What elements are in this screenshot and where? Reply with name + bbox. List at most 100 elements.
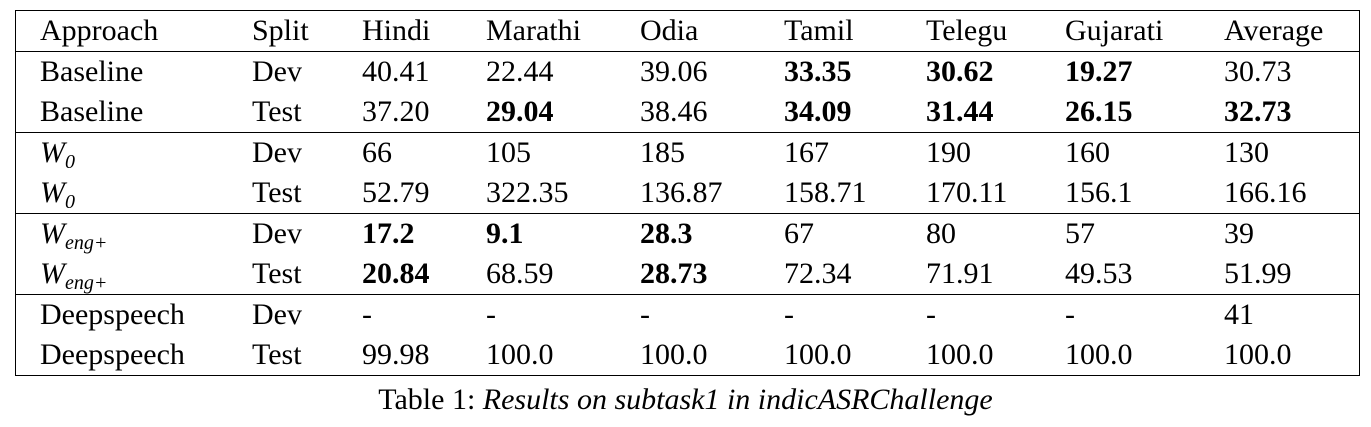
header-average: Average	[1200, 10, 1360, 52]
approach-math: Weng+	[40, 217, 107, 253]
cell-split: Dev	[228, 294, 338, 335]
cell-value: 57	[1041, 213, 1200, 254]
cell-value: 100.0	[640, 338, 708, 371]
cell-split: Test	[252, 257, 302, 290]
header-approach: Approach	[15, 10, 228, 52]
table-body: Baseline Dev 40.41 22.44 39.06 33.35 30.62 19.2…	[15, 52, 1360, 376]
cell-value: 51.99	[1224, 257, 1292, 290]
cell-value: -	[616, 294, 760, 335]
cell-value: 17.2	[338, 213, 462, 254]
cell-value: 38.46	[640, 95, 708, 128]
table-row: Deepspeech Dev - - - - - -41	[15, 294, 1360, 335]
cell-value: 72.34	[784, 257, 852, 290]
cell-value: 170.11	[926, 176, 1008, 209]
header-split: Split	[228, 10, 338, 52]
approach-subscript: eng+	[65, 232, 108, 254]
header-gujarati: Gujarati	[1041, 10, 1200, 52]
cell-approach: Weng+	[15, 213, 228, 254]
cell-value: 156.1	[1065, 176, 1133, 209]
cell-value: 26.15	[1065, 95, 1133, 128]
approach-subscript: 0	[65, 191, 75, 213]
table-row: Weng+ Test 20.84 68.59 28.73 72.34 71.91 49.53 5…	[16, 254, 1360, 295]
cell-value: 40.41	[362, 55, 430, 88]
cell-split: Dev	[228, 132, 338, 173]
cell-value: 52.79	[362, 176, 430, 209]
cell-value: 68.59	[486, 257, 554, 290]
approach-subscript: 0	[65, 151, 75, 173]
header-row: Approach Split Hindi Marathi Odia Tamil …	[15, 10, 1360, 52]
cell-approach: Deepspeech	[40, 338, 185, 371]
cell-approach: Baseline	[40, 55, 144, 88]
cell-value: 100.0	[784, 338, 852, 371]
cell-value: 19.27	[1065, 55, 1133, 88]
cell-value: 158.71	[784, 176, 867, 209]
results-table: Approach Split Hindi Marathi Odia Tamil …	[15, 10, 1360, 376]
cell-value: 39	[1200, 213, 1360, 254]
cell-value: 190	[902, 132, 1041, 173]
approach-symbol: W	[40, 136, 65, 169]
cell-value: 20.84	[362, 257, 430, 290]
cell-value: 41	[1200, 294, 1360, 335]
cell-value: 160	[1041, 132, 1200, 173]
cell-value: 100.0	[1224, 338, 1292, 371]
cell-value: -	[902, 294, 1041, 335]
cell-value: 39.06	[640, 55, 708, 88]
cell-approach: W0	[15, 132, 228, 173]
cell-value: -	[338, 294, 462, 335]
cell-approach: W0	[16, 173, 229, 214]
approach-math: W0	[40, 176, 75, 212]
cell-value: 33.35	[784, 55, 852, 88]
cell-value: 31.44	[926, 95, 994, 128]
cell-value: 28.3	[616, 213, 760, 254]
cell-value: 34.09	[784, 95, 852, 128]
cell-approach: Baseline	[40, 95, 144, 128]
header-hindi: Hindi	[338, 10, 462, 52]
cell-split: Test	[252, 176, 302, 209]
cell-approach: Weng+	[16, 254, 229, 295]
cell-value: 130	[1200, 132, 1360, 173]
approach-symbol: W	[40, 217, 65, 250]
cell-value: 29.04	[486, 95, 554, 128]
cell-value: 66	[338, 132, 462, 173]
cell-split: Dev	[228, 213, 338, 254]
cell-value: 71.91	[926, 257, 994, 290]
approach-math: W0	[40, 136, 75, 172]
cell-value: 105	[462, 132, 616, 173]
caption-label: Table 1:	[378, 383, 476, 416]
cell-value: 136.87	[640, 176, 723, 209]
cell-value: 167	[760, 132, 902, 173]
table-row: W0 Test 52.79 322.35 136.87 158.71 170.11 156.1…	[16, 173, 1360, 214]
header-tamil: Tamil	[760, 10, 902, 52]
table-row: Baseline Test 37.20 29.04 38.46 34.09 31.44 26.…	[16, 92, 1360, 133]
cell-split: Test	[252, 95, 302, 128]
cell-value: 67	[760, 213, 902, 254]
cell-value: 322.35	[486, 176, 569, 209]
header-marathi: Marathi	[462, 10, 616, 52]
cell-value: -	[462, 294, 616, 335]
header-odia: Odia	[616, 10, 760, 52]
cell-value: 30.62	[926, 55, 994, 88]
approach-symbol: W	[40, 176, 65, 209]
cell-value: 100.0	[486, 338, 554, 371]
cell-value: 100.0	[926, 338, 994, 371]
cell-split: Test	[252, 338, 302, 371]
cell-value: 37.20	[362, 95, 430, 128]
cell-value: 22.44	[486, 55, 554, 88]
cell-value: 166.16	[1224, 176, 1307, 209]
caption-text: Results on subtask1 in indicASRChallenge	[482, 383, 993, 416]
cell-value: 28.73	[640, 257, 708, 290]
table-caption: Table 1: Results on subtask1 in indicASR…	[0, 380, 1371, 420]
cell-value: -	[1041, 294, 1200, 335]
cell-value: 80	[902, 213, 1041, 254]
approach-symbol: W	[40, 257, 65, 290]
table-row: W0 Dev 66 105 185 167 190 160 130	[15, 132, 1360, 173]
cell-value: 100.0	[1065, 338, 1133, 371]
cell-value: 9.1	[462, 213, 616, 254]
cell-split: Dev	[252, 55, 302, 88]
approach-subscript: eng+	[65, 272, 108, 294]
cell-value: -	[760, 294, 902, 335]
cell-value: 49.53	[1065, 257, 1133, 290]
cell-value: 30.73	[1224, 55, 1292, 88]
cell-value: 32.73	[1224, 95, 1292, 128]
table-row: Deepspeech Test 99.98 100.0 100.0 100.0 100.0 1…	[16, 335, 1360, 376]
